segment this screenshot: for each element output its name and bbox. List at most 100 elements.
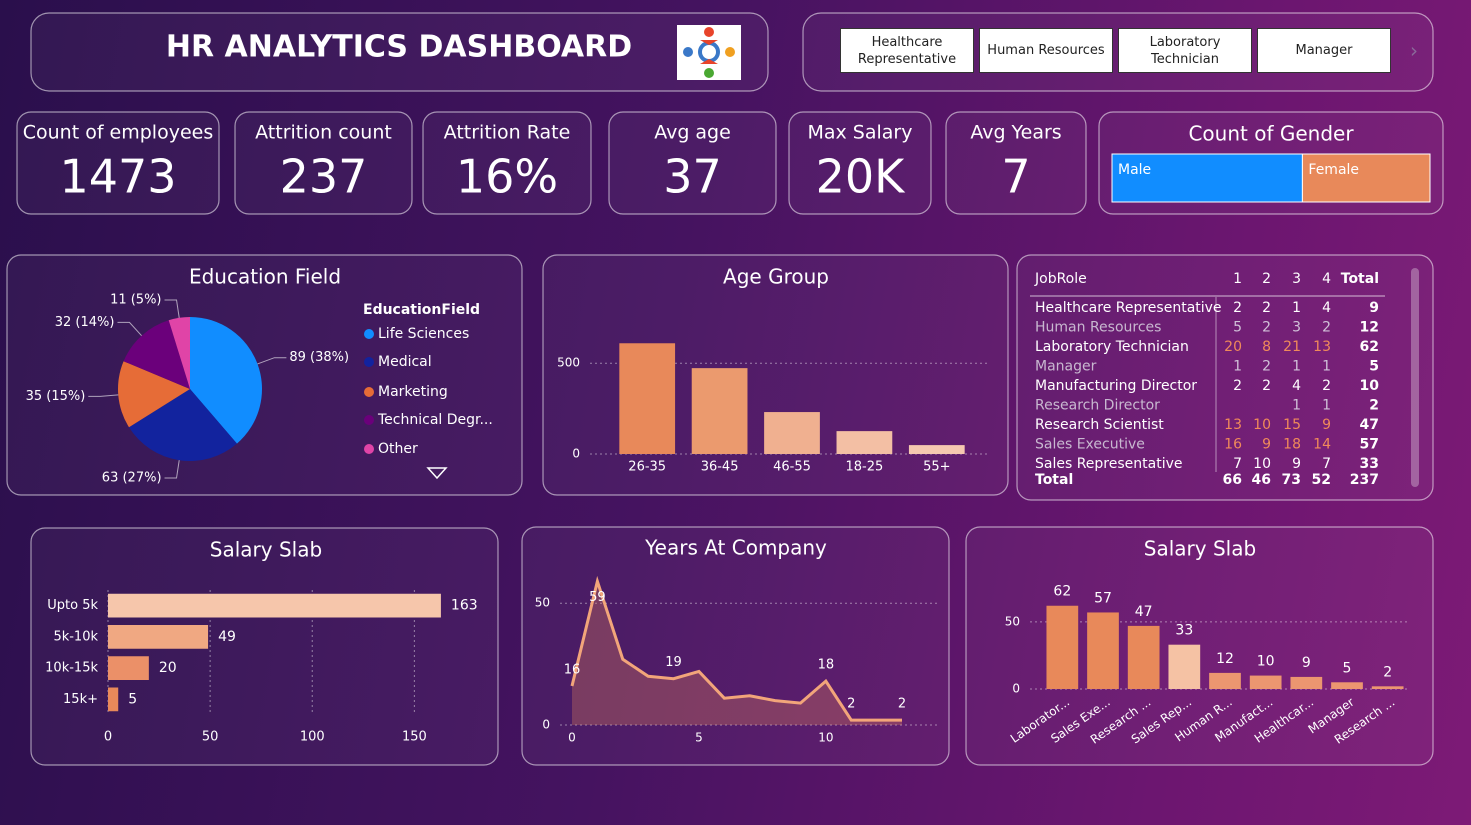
table-cell: 7 [1233, 456, 1242, 472]
data-label: 18 [818, 658, 835, 673]
kpi-value: 7 [1001, 150, 1030, 204]
table-total: 46 [1252, 472, 1271, 488]
kpi-label: Count of employees [23, 122, 214, 144]
table-cell: 4 [1292, 378, 1301, 394]
logo [677, 25, 741, 80]
table-cell: 7 [1322, 456, 1331, 472]
table-cell: Sales Representative [1035, 456, 1183, 472]
table-cell: 1 [1322, 359, 1331, 375]
data-label: 49 [218, 629, 236, 645]
table-cell: 1 [1233, 359, 1242, 375]
leader-line [164, 299, 180, 318]
slicer-item[interactable]: Healthcare Representative [840, 28, 974, 73]
slicer-item[interactable]: Manager [1257, 28, 1391, 73]
data-label: 5 [128, 691, 137, 707]
kpi-value: 37 [663, 150, 722, 204]
data-label: 2 [847, 697, 855, 712]
tile-label: Male [1118, 162, 1151, 178]
data-label: 10 [1257, 654, 1275, 670]
y-tick-label: 500 [557, 356, 580, 370]
table-cell: Research Director [1035, 398, 1160, 414]
table-cell: Sales Executive [1035, 437, 1145, 453]
leader-line [164, 460, 180, 479]
data-label: 16 [564, 663, 581, 678]
table-cell: Manager [1035, 359, 1097, 375]
table-cell: 2 [1262, 320, 1271, 336]
table-cell: 1 [1292, 359, 1301, 375]
slicer-item[interactable]: Human Resources [979, 28, 1113, 73]
table-cell: 9 [1262, 437, 1271, 453]
x-tick-label: 5 [695, 731, 703, 745]
legend-marker [364, 329, 374, 339]
pie-slice [118, 361, 190, 428]
table-cell: 2 [1322, 320, 1331, 336]
x-tick-label: 36-45 [701, 460, 739, 475]
y-tick-label: 0 [1012, 682, 1020, 696]
chart-title: Salary Slab [210, 538, 322, 562]
tile-label: Female [1308, 162, 1359, 178]
chart-title: Count of Gender [1188, 122, 1354, 146]
table-cell: 2 [1262, 300, 1271, 316]
legend-label: Medical [378, 354, 432, 370]
bar [836, 431, 893, 454]
legend-label: Other [378, 441, 418, 457]
y-tick-label: 0 [542, 718, 550, 732]
table-header: 3 [1292, 271, 1301, 287]
header-card [30, 12, 769, 92]
legend-title: EducationField [363, 302, 480, 318]
table-cell: 1 [1322, 398, 1331, 414]
table-cell: 21 [1283, 339, 1301, 355]
bar [108, 687, 119, 712]
table-cell: 2 [1233, 378, 1242, 394]
y-tick-label: 50 [1005, 614, 1020, 628]
bar [691, 368, 748, 454]
table-cell: 10 [1360, 378, 1380, 394]
kpi-value: 16% [456, 150, 558, 204]
table-header: 2 [1262, 271, 1271, 287]
data-label: 63 (27%) [102, 470, 162, 485]
table-cell: Healthcare Representative [1035, 300, 1222, 316]
slicer-item[interactable]: Laboratory Technician [1118, 28, 1252, 73]
salary-card [30, 527, 499, 766]
table-cell: 1 [1292, 300, 1301, 316]
bar [108, 593, 441, 618]
bar [1290, 676, 1323, 689]
kpi-value: 237 [280, 150, 368, 204]
x-tick-label: 50 [202, 730, 219, 745]
x-tick-label: 100 [300, 730, 325, 745]
table-header: 4 [1322, 271, 1331, 287]
kpi-card [422, 111, 592, 215]
table-cell: 47 [1360, 417, 1379, 433]
table-header: JobRole [1034, 271, 1087, 287]
data-label: 11 (5%) [110, 293, 161, 308]
bar [1087, 612, 1119, 689]
dashboard-title: HR ANALYTICS DASHBOARD [166, 30, 632, 65]
bar [108, 625, 209, 649]
line [570, 575, 902, 722]
education-card [6, 254, 523, 496]
table-cell: 62 [1360, 339, 1379, 355]
table-cell: Research Scientist [1035, 417, 1164, 433]
slicer-next[interactable]: › [1410, 39, 1418, 63]
x-tick-label: 0 [568, 731, 576, 745]
bar [1209, 672, 1241, 689]
pie-slice [168, 317, 190, 389]
legend-marker [364, 357, 374, 367]
table-total: 73 [1282, 472, 1301, 488]
legend-scroll[interactable] [426, 467, 448, 480]
scrollbar[interactable] [1411, 268, 1419, 487]
data-label: 33 [1175, 623, 1193, 639]
table-cell: 3 [1292, 320, 1301, 336]
table-cell: 14 [1313, 437, 1331, 453]
table-total: Total [1035, 472, 1073, 488]
table-cell: 9 [1369, 300, 1379, 316]
table-cell: 2 [1262, 378, 1271, 394]
x-tick-label: 0 [104, 730, 112, 745]
legend-marker [364, 444, 374, 454]
kpi-value: 20K [816, 150, 907, 204]
y-tick-label: Upto 5k [47, 598, 98, 613]
kpi-label: Max Salary [807, 122, 912, 144]
x-tick-label: 10 [818, 731, 833, 745]
data-label: 57 [1094, 590, 1112, 606]
